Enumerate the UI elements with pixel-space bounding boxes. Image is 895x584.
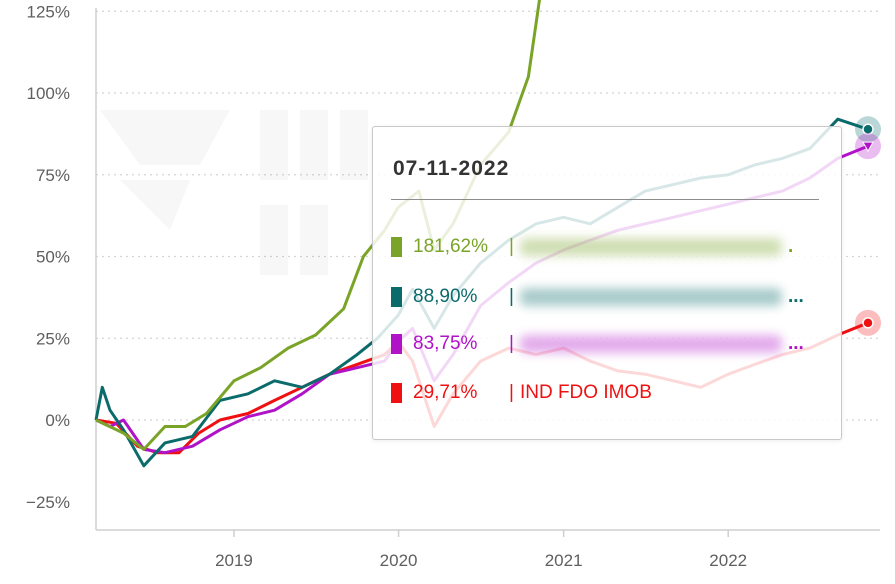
tooltip-row: 181,62% | .	[391, 233, 793, 261]
tooltip-ellipsis: ...	[787, 286, 804, 307]
tooltip-ellipsis: ...	[787, 333, 804, 354]
blurred-label	[519, 238, 782, 256]
series-swatch	[391, 334, 402, 354]
blurred-label	[519, 335, 782, 353]
watermark-logo	[100, 110, 368, 275]
tooltip-date: 07-11-2022	[393, 157, 510, 180]
y-tick-label: 75%	[36, 166, 70, 185]
series-swatch	[391, 237, 402, 257]
blurred-label	[519, 288, 782, 306]
x-axis-ticks: 2019 2020 2021 2022	[215, 530, 747, 570]
tooltip-value: 88,90%	[413, 286, 478, 307]
end-marker	[862, 123, 874, 136]
tooltip-value: 181,62%	[413, 236, 489, 257]
tooltip-ellipsis: .	[787, 236, 794, 257]
x-tick-label: 2021	[545, 551, 583, 570]
tooltip-pipe: |	[509, 382, 514, 403]
y-tick-label: −25%	[26, 493, 70, 512]
end-markers	[855, 116, 881, 336]
series-swatch	[391, 383, 402, 403]
x-tick-label: 2020	[380, 551, 418, 570]
tooltip-pipe: |	[509, 236, 514, 257]
y-tick-label: 125%	[27, 2, 70, 21]
y-tick-label: 100%	[27, 84, 70, 103]
tooltip-value: 83,75%	[413, 333, 478, 354]
end-marker	[862, 317, 874, 329]
tooltip-pipe: |	[509, 286, 514, 307]
tooltip-row: 88,90% | ...	[391, 283, 804, 311]
tooltip-row: 83,75% | ...	[391, 330, 804, 358]
series-swatch	[391, 287, 402, 307]
x-tick-label: 2022	[709, 551, 747, 570]
end-marker	[862, 141, 874, 153]
tooltip-separator	[391, 199, 819, 200]
tooltip-series-label: IND FDO IMOB	[519, 382, 652, 403]
tooltip-pipe: |	[509, 333, 514, 354]
y-tick-label: 50%	[36, 248, 70, 267]
chart-tooltip: 07-11-2022 181,62% | . 88,90% | ... 83,7…	[372, 126, 842, 440]
x-tick-label: 2019	[215, 551, 253, 570]
tooltip-row: 29,71% | IND FDO IMOB	[391, 379, 652, 407]
tooltip-value: 29,71%	[413, 382, 478, 403]
y-tick-label: 25%	[36, 329, 70, 348]
y-tick-label: 0%	[45, 411, 70, 430]
y-axis-ticks: 200%175%150%125%100%75%50%25%0%−25%	[26, 2, 70, 512]
